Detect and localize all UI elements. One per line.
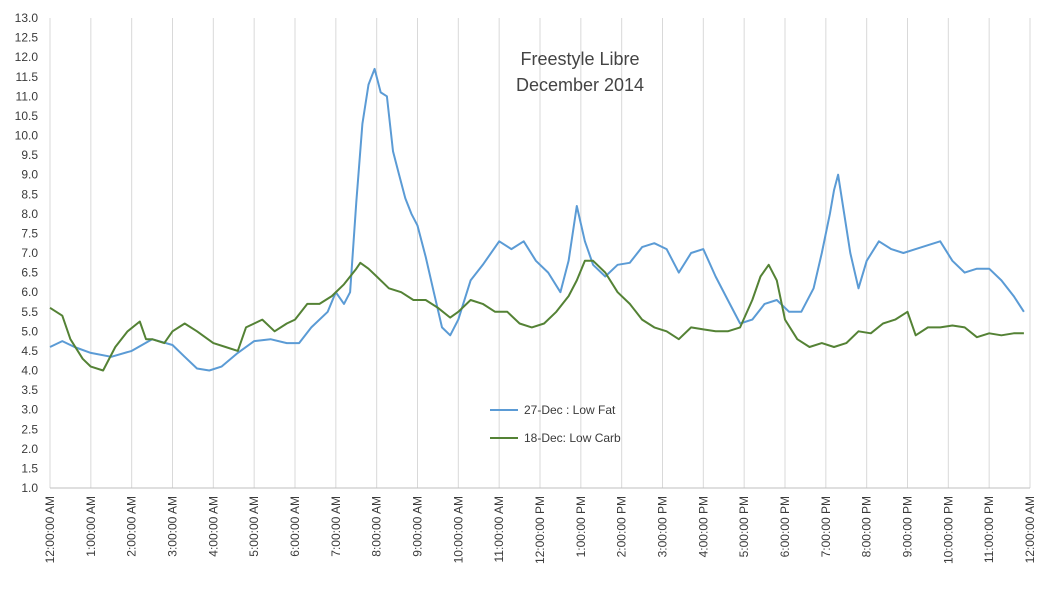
y-tick-label: 9.0 bbox=[21, 168, 38, 182]
y-tick-label: 1.0 bbox=[21, 481, 38, 495]
x-tick-label: 2:00:00 AM bbox=[125, 496, 139, 557]
x-tick-label: 12:00:00 AM bbox=[43, 496, 57, 563]
x-tick-label: 11:00:00 PM bbox=[982, 496, 996, 563]
x-tick-label: 9:00:00 PM bbox=[901, 496, 915, 557]
y-tick-label: 2.5 bbox=[21, 422, 38, 436]
y-axis-tick-labels: 1.0 1.5 2.0 2.5 3.0 3.5 4.0 4.5 5.0 5.5 6.0 6.5 7.0 7… bbox=[15, 11, 39, 495]
x-tick-label: 6:00:00 AM bbox=[288, 496, 302, 557]
y-tick-label: 4.0 bbox=[21, 364, 38, 378]
y-tick-label: 10.0 bbox=[15, 129, 39, 143]
y-tick-label: 5.0 bbox=[21, 324, 38, 338]
y-tick-label: 8.5 bbox=[21, 187, 38, 201]
x-tick-label: 10:00:00 AM bbox=[451, 496, 465, 563]
legend: 27-Dec : Low Fat 18-Dec: Low Carb bbox=[490, 403, 621, 445]
legend-label-low-carb: 18-Dec: Low Carb bbox=[524, 431, 621, 445]
x-tick-label: 6:00:00 PM bbox=[778, 496, 792, 557]
x-tick-label: 9:00:00 AM bbox=[411, 496, 425, 557]
chart-title: Freestyle Libre bbox=[520, 49, 639, 69]
x-tick-label: 8:00:00 AM bbox=[370, 496, 384, 557]
series-line-low-fat bbox=[49, 67, 1025, 372]
legend-label-low-fat: 27-Dec : Low Fat bbox=[524, 403, 616, 417]
grid-layer bbox=[49, 18, 1031, 489]
x-axis-tick-labels: 12:00:00 AM 1:00:00 AM 2:00:00 AM 3:00:00 A… bbox=[43, 496, 1037, 564]
y-tick-label: 4.5 bbox=[21, 344, 38, 358]
y-tick-label: 6.0 bbox=[21, 285, 38, 299]
x-tick-label: 3:00:00 PM bbox=[656, 496, 670, 557]
y-tick-label: 2.0 bbox=[21, 442, 38, 456]
x-tick-label: 5:00:00 AM bbox=[247, 496, 261, 557]
y-tick-label: 6.5 bbox=[21, 266, 38, 280]
y-tick-label: 13.0 bbox=[15, 11, 39, 25]
x-tick-label: 11:00:00 AM bbox=[492, 496, 506, 563]
y-tick-label: 7.0 bbox=[21, 246, 38, 260]
series-line-low-carb bbox=[49, 259, 1024, 372]
x-tick-label: 1:00:00 PM bbox=[574, 496, 588, 557]
y-tick-label: 1.5 bbox=[21, 461, 38, 475]
y-tick-label: 9.5 bbox=[21, 148, 38, 162]
y-tick-label: 3.5 bbox=[21, 383, 38, 397]
y-tick-label: 11.5 bbox=[16, 70, 39, 84]
x-tick-label: 5:00:00 PM bbox=[737, 496, 751, 557]
x-tick-label: 4:00:00 PM bbox=[696, 496, 710, 557]
y-tick-label: 12.5 bbox=[15, 31, 39, 45]
x-tick-label: 10:00:00 PM bbox=[941, 496, 955, 564]
x-tick-label: 12:00:00 PM bbox=[533, 496, 547, 564]
x-tick-label: 8:00:00 PM bbox=[860, 496, 874, 557]
y-tick-label: 5.5 bbox=[21, 305, 38, 319]
x-tick-label: 7:00:00 AM bbox=[329, 496, 343, 557]
x-tick-label: 3:00:00 AM bbox=[166, 496, 180, 557]
x-tick-label: 2:00:00 PM bbox=[615, 496, 629, 557]
y-tick-label: 3.0 bbox=[21, 403, 38, 417]
x-tick-label: 7:00:00 PM bbox=[819, 496, 833, 557]
series-layer bbox=[49, 67, 1025, 372]
y-tick-label: 10.5 bbox=[15, 109, 39, 123]
chart-subtitle: December 2014 bbox=[516, 75, 644, 95]
y-tick-label: 11.0 bbox=[16, 89, 39, 103]
y-tick-label: 12.0 bbox=[15, 50, 39, 64]
x-tick-label: 12:00:00 AM bbox=[1023, 496, 1037, 563]
x-tick-label: 1:00:00 AM bbox=[84, 496, 98, 557]
y-tick-label: 8.0 bbox=[21, 207, 38, 221]
x-tick-label: 4:00:00 AM bbox=[206, 496, 220, 557]
y-tick-label: 7.5 bbox=[21, 226, 38, 240]
